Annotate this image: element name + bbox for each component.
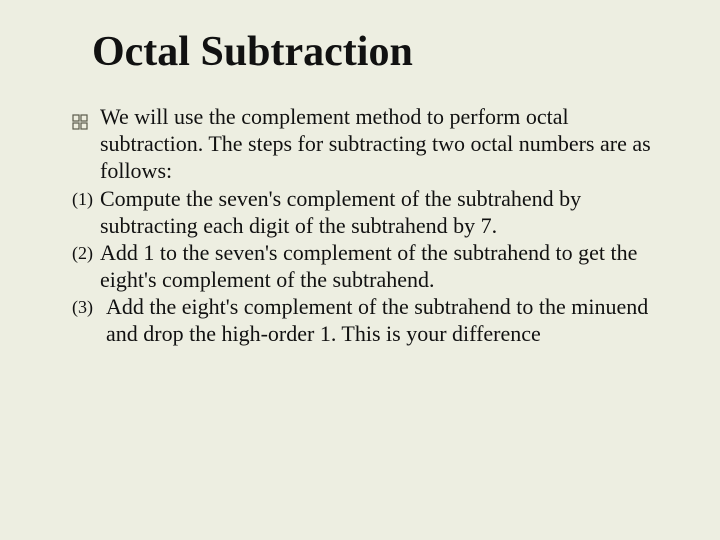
intro-text: We will use the complement method to per… bbox=[100, 104, 672, 184]
step-1: (1) Compute the seven's complement of th… bbox=[72, 186, 672, 240]
step-text: Add 1 to the seven's complement of the s… bbox=[100, 240, 672, 294]
step-number: (2) bbox=[72, 240, 100, 265]
step-number: (3) bbox=[72, 294, 106, 319]
step-text: Add the eight's complement of the subtra… bbox=[106, 294, 672, 348]
step-number: (1) bbox=[72, 186, 100, 211]
step-text: Compute the seven's complement of the su… bbox=[100, 186, 672, 240]
slide-body: We will use the complement method to per… bbox=[72, 104, 672, 347]
intro-bullet: We will use the complement method to per… bbox=[72, 104, 672, 184]
step-2: (2) Add 1 to the seven's complement of t… bbox=[72, 240, 672, 294]
slide: Octal Subtraction We will use the comple… bbox=[0, 0, 720, 540]
slide-title: Octal Subtraction bbox=[92, 28, 672, 76]
grid-bullet-icon bbox=[72, 110, 88, 126]
step-3: (3) Add the eight's complement of the su… bbox=[72, 294, 672, 348]
